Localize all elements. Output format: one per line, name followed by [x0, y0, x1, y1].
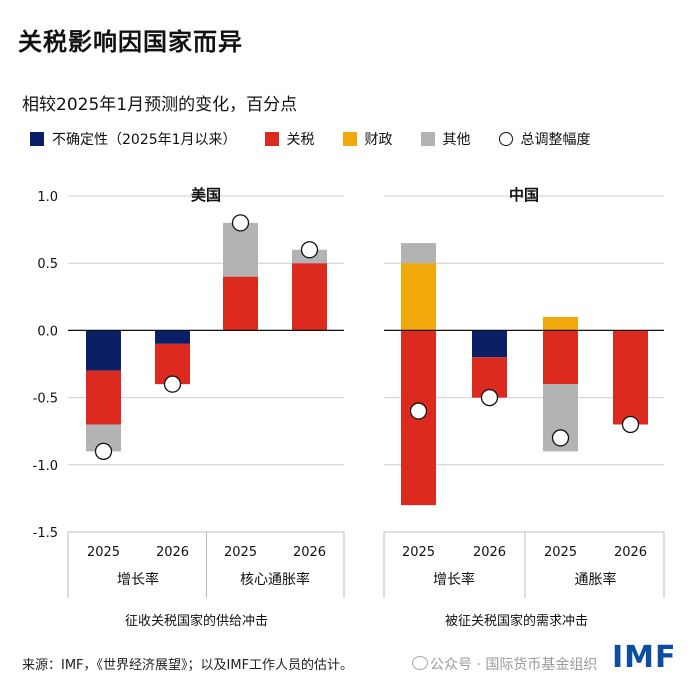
legend-marker-total: [498, 132, 513, 146]
wechat-icon: [412, 656, 428, 670]
bar-segment: [472, 330, 507, 358]
legend-label-fiscal: 财政: [364, 132, 393, 148]
legend-label-tariff: 关税: [286, 132, 315, 148]
legend-swatch-tariff: [264, 132, 279, 146]
panel-title: 美国: [191, 186, 221, 204]
bar-segment: [155, 330, 190, 344]
y-tick-label: -0.5: [33, 392, 58, 407]
legend: 不确定性（2025年1月以来） 关税 财政 其他 总调整幅度: [30, 128, 619, 150]
bar-segment: [613, 330, 648, 425]
legend-label-other: 其他: [442, 132, 471, 148]
legend-label-uncertainty: 不确定性（2025年1月以来）: [52, 132, 237, 148]
group-label: 核心通胀率: [240, 571, 310, 588]
bar-segment: [401, 263, 436, 331]
legend-swatch-fiscal: [342, 132, 357, 146]
y-tick-label: 0.5: [37, 257, 58, 272]
x-tick-year: 2025: [402, 545, 435, 560]
watermark-text: 公众号 · 国际货币基金组织: [430, 657, 598, 673]
legend-item-other: 其他: [420, 129, 471, 149]
total-marker: [163, 375, 182, 393]
panel-caption-us: 征收关税国家的供给冲击: [125, 614, 269, 629]
total-marker: [480, 388, 499, 407]
y-tick-label: -1.5: [33, 526, 58, 541]
x-tick-year: 2026: [156, 545, 189, 560]
total-marker: [551, 429, 570, 447]
bar-segment: [86, 330, 121, 371]
chart-svg: 1.0 0.5 0.0 -0.5 -1.0 -1.5 美国 2025 2026 增长率 2025 20…: [33, 186, 665, 598]
imf-logo: IMF: [612, 640, 677, 675]
legend-swatch-other: [420, 132, 435, 146]
bar-segment: [543, 316, 578, 331]
source-note: 来源：IMF，《世界经济展望》；以及IMF工作人员的估计。: [22, 658, 354, 673]
group-label: 通胀率: [575, 571, 617, 588]
x-tick-year: 2026: [473, 545, 506, 560]
legend-item-tariff: 关税: [264, 129, 315, 149]
bar-segment: [543, 330, 578, 385]
x-tick-year: 2026: [293, 545, 326, 560]
total-marker: [621, 415, 640, 434]
x-tick-year: 2026: [614, 545, 647, 560]
x-tick-year: 2025: [544, 545, 577, 560]
x-tick-year: 2025: [87, 545, 120, 560]
group-label: 增长率: [433, 571, 475, 588]
bar-segment: [223, 222, 258, 277]
total-marker: [231, 214, 250, 232]
legend-label-total: 总调整幅度: [520, 132, 591, 148]
bar-segment: [292, 263, 327, 331]
y-tick-label: 0.0: [37, 324, 58, 339]
bar-segment: [401, 243, 436, 264]
total-marker: [409, 402, 428, 420]
bar-segment: [86, 370, 121, 425]
x-tick-year: 2025: [224, 545, 257, 560]
legend-item-fiscal: 财政: [342, 129, 393, 149]
panel-title: 中国: [509, 186, 539, 204]
y-tick-label: 1.0: [37, 190, 58, 205]
panel-caption-china: 被征关税国家的需求冲击: [445, 614, 589, 629]
chart-title: 关税影响因国家而异: [18, 28, 243, 56]
bar-segment: [223, 276, 258, 331]
group-label: 增长率: [117, 571, 159, 588]
total-marker: [300, 241, 319, 259]
legend-item-uncertainty: 不确定性（2025年1月以来）: [30, 129, 237, 149]
y-tick-label: -1.0: [33, 459, 58, 474]
legend-item-total: 总调整幅度: [498, 129, 591, 149]
chart-subtitle: 相较2025年1月预测的变化，百分点: [22, 95, 298, 115]
legend-swatch-uncertainty: [30, 132, 44, 146]
total-marker: [94, 442, 113, 461]
